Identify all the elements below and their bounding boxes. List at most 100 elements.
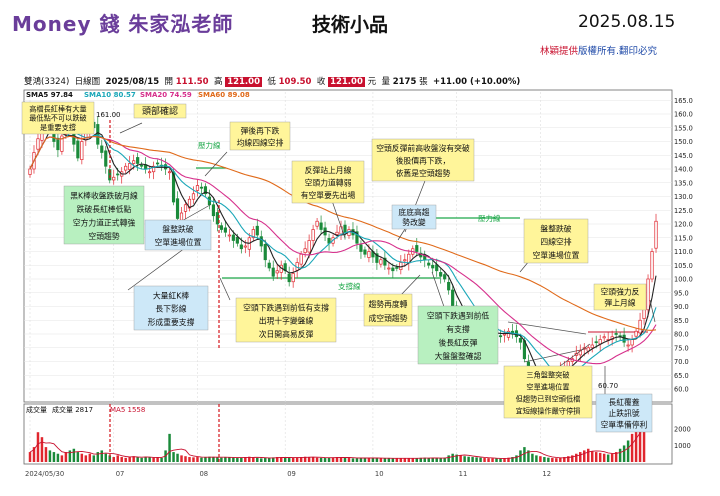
candle-body bbox=[179, 212, 184, 221]
volume-bar bbox=[511, 457, 514, 462]
x-tick-label: 08 bbox=[199, 470, 208, 478]
low-value: 109.50 bbox=[278, 77, 312, 87]
volume-bar bbox=[598, 452, 602, 462]
volume-bar bbox=[100, 450, 104, 462]
volume-bar bbox=[240, 457, 243, 462]
pointer-line bbox=[399, 274, 421, 297]
unit-label: 元 bbox=[367, 77, 377, 87]
volume-bar bbox=[487, 458, 490, 462]
volume-bar bbox=[519, 450, 522, 462]
volume-bar bbox=[567, 456, 570, 462]
candle-body bbox=[650, 251, 654, 280]
quote-date: 2025/08/15 bbox=[105, 77, 160, 87]
volume-bar bbox=[56, 453, 60, 462]
pointer-line bbox=[219, 277, 231, 301]
annotation-a8-text: 形成重要支撐 bbox=[148, 317, 195, 327]
candle-body bbox=[415, 245, 419, 252]
volume-bar bbox=[479, 457, 482, 462]
candle-body bbox=[307, 240, 311, 253]
x-tick-label: 2024/05/30 bbox=[25, 470, 64, 478]
volume-bar bbox=[136, 457, 139, 462]
volume-bar bbox=[535, 455, 538, 462]
annotation-a12-text: 成空頭趨勢 bbox=[369, 313, 408, 323]
candle-body bbox=[291, 273, 295, 283]
volume-bar bbox=[220, 457, 223, 462]
candle-body bbox=[638, 319, 642, 334]
annotation-a5-box bbox=[371, 138, 475, 182]
annotation-a8-text: 大量紅K棒 bbox=[153, 290, 190, 300]
volume-bar bbox=[323, 458, 327, 462]
volume-bar bbox=[212, 457, 215, 462]
volume-bar bbox=[156, 457, 159, 462]
y-tick-label: 140.0 bbox=[674, 166, 693, 174]
annotation-a14-box bbox=[503, 365, 593, 419]
annotation-a8-box bbox=[133, 285, 209, 331]
volume-bar bbox=[391, 458, 395, 462]
volume-bar bbox=[539, 456, 542, 462]
annotation-a7-text: 盤整跌破 bbox=[162, 224, 193, 234]
annotation-a8-text: 長下影線 bbox=[155, 304, 186, 314]
annotation-a11-text: 空單進場位置 bbox=[533, 250, 580, 260]
y-tick-label: 100.0 bbox=[674, 276, 693, 284]
candle-body bbox=[303, 248, 307, 253]
volume-unit: 張 bbox=[419, 77, 428, 87]
candle-body bbox=[191, 193, 196, 200]
volume-bar bbox=[559, 457, 562, 462]
volume-bar bbox=[64, 452, 68, 462]
legend-ma5: SMA5 97.84 bbox=[26, 91, 73, 99]
volume-bar bbox=[399, 458, 403, 462]
candle-body bbox=[259, 236, 263, 247]
volume-bar bbox=[40, 437, 44, 462]
y-tick-label: 120.0 bbox=[674, 221, 693, 229]
candle-body bbox=[199, 186, 204, 189]
volume-bar bbox=[563, 457, 566, 462]
low-label: 低 bbox=[267, 77, 276, 87]
volume-bar bbox=[371, 458, 375, 462]
annotation-a9-text: 次日開高易反彈 bbox=[259, 329, 314, 339]
candle-body bbox=[399, 262, 403, 271]
annotation-a10-box bbox=[391, 204, 437, 230]
volume-bar bbox=[36, 432, 40, 462]
quote-bar: 雙鴻(3324) 日線圖 2025/08/15 開 111.50 高 121.0… bbox=[24, 75, 520, 87]
header-title: Money 錢 朱家泓老師 bbox=[12, 12, 234, 36]
volume-bar bbox=[443, 457, 446, 462]
x-tick-label: 09 bbox=[287, 470, 296, 478]
legend-ma20: SMA20 74.59 bbox=[140, 91, 192, 99]
y-tick-label: 60.0 bbox=[674, 386, 689, 394]
candle-body bbox=[267, 262, 271, 269]
volume-bar bbox=[180, 455, 183, 462]
pointer-line bbox=[119, 122, 143, 134]
volume-tick-label: 1000 bbox=[674, 442, 691, 450]
volume-bar bbox=[423, 457, 426, 462]
volume-bar bbox=[264, 458, 267, 462]
volume-tick-label: 2000 bbox=[674, 425, 691, 433]
volume-bar bbox=[287, 458, 291, 462]
annotation-a4-text: 有空單要先出場 bbox=[301, 190, 356, 200]
candle-body bbox=[447, 281, 451, 291]
volume-bar bbox=[144, 457, 147, 462]
candle-body bbox=[100, 145, 104, 153]
annotation-a15-text: 空頭強力反 bbox=[601, 287, 640, 297]
volume-bar bbox=[188, 457, 191, 462]
volume-bar bbox=[642, 415, 646, 462]
volume-bar bbox=[575, 453, 578, 462]
x-tick-label: 10 bbox=[375, 470, 384, 478]
volume-bar bbox=[602, 453, 606, 462]
volume-bar bbox=[283, 457, 287, 462]
candle-body bbox=[124, 165, 128, 171]
volume-bar bbox=[618, 448, 622, 462]
volume-bar bbox=[343, 457, 347, 462]
volume-label: 量 bbox=[381, 77, 391, 87]
annotation-a5-text: 空頭反彈前高收盤沒有突破 bbox=[376, 143, 470, 153]
annotation-a15-text: 彈上月線 bbox=[604, 298, 635, 308]
annotation-a2-box bbox=[133, 103, 187, 119]
annotation-a14-text: 宜短線操作嚴守停損 bbox=[516, 406, 581, 415]
candle-body bbox=[498, 335, 503, 338]
annotation-a6-text: 黑K棒收盤跌破月線 bbox=[70, 191, 138, 201]
annotation-a3-text: 均線四線空排 bbox=[237, 137, 284, 147]
x-axis: 2024/05/30 07 08 09 10 11 12 bbox=[25, 470, 551, 478]
candle-body bbox=[76, 140, 80, 159]
candle-body bbox=[231, 234, 235, 241]
candle-body bbox=[343, 224, 347, 233]
volume-bar bbox=[216, 457, 219, 462]
